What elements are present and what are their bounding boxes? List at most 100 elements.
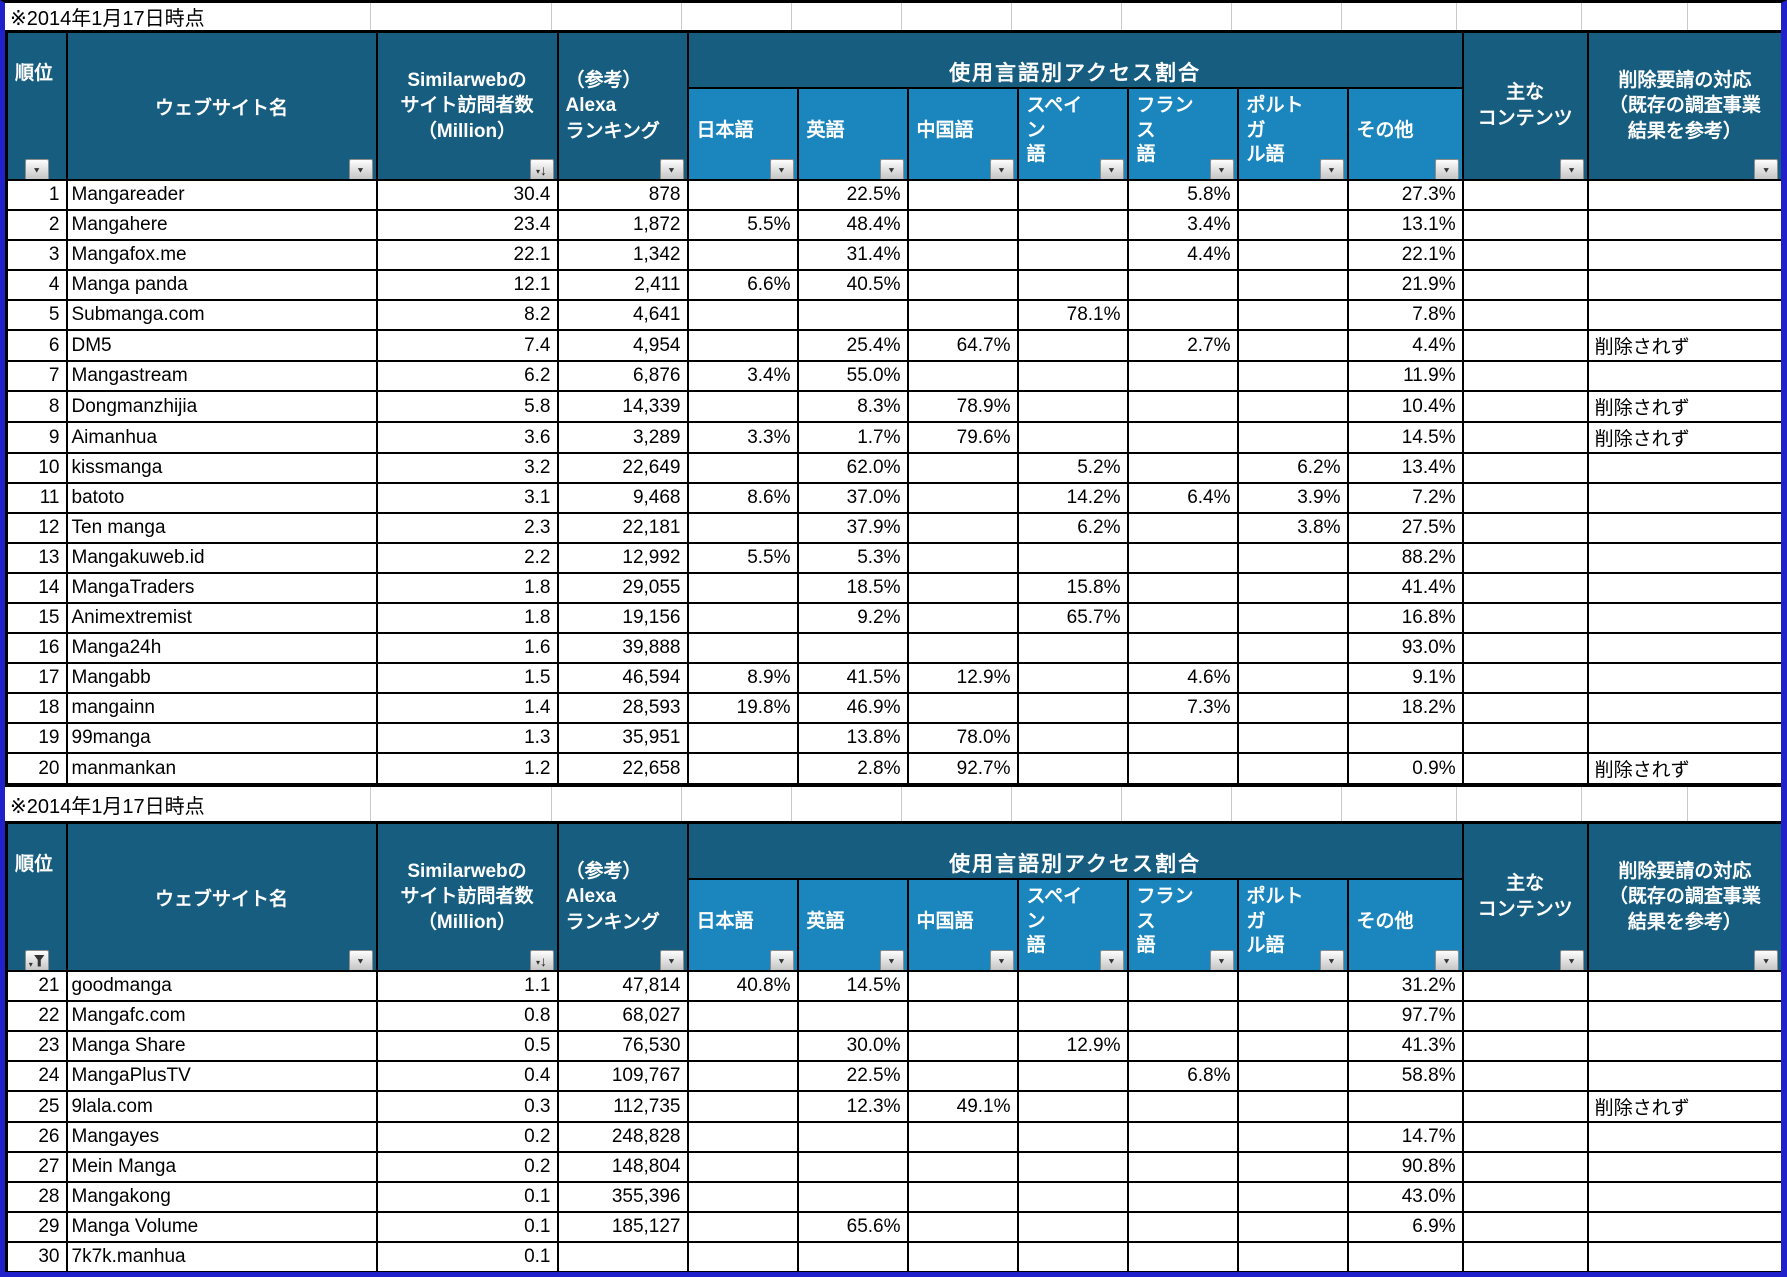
- other-pct-cell[interactable]: 93.0%: [1346, 632, 1464, 664]
- french-pct-cell[interactable]: [1126, 752, 1239, 786]
- main-content-cell[interactable]: [1461, 1211, 1589, 1243]
- japanese-pct-cell[interactable]: [686, 572, 799, 604]
- chinese-filter-button[interactable]: ▼: [989, 950, 1014, 969]
- french-pct-cell[interactable]: 6.8%: [1126, 1060, 1239, 1092]
- portuguese-pct-cell[interactable]: [1236, 542, 1349, 574]
- rank-cell[interactable]: 2: [5, 209, 68, 241]
- other-pct-cell[interactable]: [1346, 722, 1464, 754]
- rank-cell[interactable]: 30: [5, 1241, 68, 1272]
- rank-cell[interactable]: 12: [5, 512, 68, 544]
- portuguese-pct-cell[interactable]: [1236, 1121, 1349, 1153]
- portuguese-pct-cell[interactable]: [1236, 1000, 1349, 1032]
- japanese-pct-cell[interactable]: 8.9%: [686, 662, 799, 694]
- english-filter-button[interactable]: ▼: [879, 159, 904, 178]
- french-pct-cell[interactable]: [1126, 1241, 1239, 1272]
- english-pct-cell[interactable]: 55.0%: [796, 360, 909, 392]
- visitors-cell[interactable]: 0.1: [375, 1211, 559, 1243]
- website-name-cell[interactable]: Mangahere: [65, 209, 378, 241]
- alexa-rank-cell[interactable]: 28,593: [556, 692, 689, 724]
- rank-cell[interactable]: 10: [5, 452, 68, 484]
- french-pct-cell[interactable]: [1126, 632, 1239, 664]
- visitors-cell[interactable]: 3.6: [375, 421, 559, 454]
- japanese-pct-cell[interactable]: 8.6%: [686, 482, 799, 514]
- rank-filter-button[interactable]: ▼: [24, 159, 49, 179]
- rank-cell[interactable]: 26: [5, 1121, 68, 1153]
- japanese-pct-cell[interactable]: [686, 299, 799, 331]
- takedown-response-cell[interactable]: [1586, 1151, 1781, 1183]
- rank-cell[interactable]: 18: [5, 692, 68, 724]
- spanish-pct-cell[interactable]: 12.9%: [1016, 1030, 1129, 1062]
- rank-cell[interactable]: 25: [5, 1090, 68, 1123]
- french-pct-cell[interactable]: 4.4%: [1126, 239, 1239, 271]
- website-name-cell[interactable]: Mangastream: [65, 360, 378, 392]
- portuguese-filter-button[interactable]: ▼: [1319, 159, 1344, 178]
- main-content-cell[interactable]: [1461, 1181, 1589, 1213]
- spanish-pct-cell[interactable]: 14.2%: [1016, 482, 1129, 514]
- rank-cell[interactable]: 23: [5, 1030, 68, 1062]
- chinese-pct-cell[interactable]: 49.1%: [906, 1090, 1019, 1123]
- website-name-cell[interactable]: Mangareader: [65, 179, 378, 211]
- main-content-cell[interactable]: [1461, 269, 1589, 301]
- website-name-cell[interactable]: DM5: [65, 329, 378, 362]
- takedown-response-cell[interactable]: [1586, 1121, 1781, 1153]
- visitors-cell[interactable]: 8.2: [375, 299, 559, 331]
- visitors-cell[interactable]: 23.4: [375, 209, 559, 241]
- other-pct-cell[interactable]: [1346, 1241, 1464, 1272]
- spanish-pct-cell[interactable]: [1016, 269, 1129, 301]
- other-filter-button[interactable]: ▼: [1434, 950, 1459, 969]
- website-name-cell[interactable]: Manga24h: [65, 632, 378, 664]
- visitors-cell[interactable]: 30.4: [375, 179, 559, 211]
- japanese-pct-cell[interactable]: [686, 602, 799, 634]
- japanese-pct-cell[interactable]: [686, 1060, 799, 1092]
- spanish-pct-cell[interactable]: [1016, 662, 1129, 694]
- other-pct-cell[interactable]: 9.1%: [1346, 662, 1464, 694]
- chinese-pct-cell[interactable]: [906, 1181, 1019, 1213]
- visitors-cell[interactable]: 2.2: [375, 542, 559, 574]
- french-pct-cell[interactable]: [1126, 299, 1239, 331]
- takedown-response-cell[interactable]: [1586, 1181, 1781, 1213]
- portuguese-pct-cell[interactable]: [1236, 209, 1349, 241]
- website-name-cell[interactable]: MangaTraders: [65, 572, 378, 604]
- takedown-response-cell[interactable]: [1586, 632, 1781, 664]
- french-pct-cell[interactable]: 4.6%: [1126, 662, 1239, 694]
- content-filter-button[interactable]: ▼: [1559, 950, 1584, 970]
- english-pct-cell[interactable]: 22.5%: [796, 179, 909, 211]
- chinese-pct-cell[interactable]: [906, 269, 1019, 301]
- french-pct-cell[interactable]: [1126, 542, 1239, 574]
- main-content-cell[interactable]: [1461, 390, 1589, 423]
- chinese-pct-cell[interactable]: [906, 632, 1019, 664]
- takedown-response-cell[interactable]: [1586, 269, 1781, 301]
- portuguese-pct-cell[interactable]: [1236, 179, 1349, 211]
- takedown-response-cell[interactable]: [1586, 970, 1781, 1002]
- other-pct-cell[interactable]: 22.1%: [1346, 239, 1464, 271]
- japanese-filter-button[interactable]: ▼: [769, 950, 794, 969]
- french-pct-cell[interactable]: [1126, 1151, 1239, 1183]
- chinese-pct-cell[interactable]: [906, 1000, 1019, 1032]
- takedown-response-cell[interactable]: [1586, 1241, 1781, 1272]
- alexa-rank-cell[interactable]: 46,594: [556, 662, 689, 694]
- main-content-cell[interactable]: [1461, 602, 1589, 634]
- website-name-cell[interactable]: Mangakuweb.id: [65, 542, 378, 574]
- main-content-cell[interactable]: [1461, 692, 1589, 724]
- chinese-pct-cell[interactable]: [906, 239, 1019, 271]
- main-content-cell[interactable]: [1461, 421, 1589, 454]
- rank-cell[interactable]: 4: [5, 269, 68, 301]
- french-pct-cell[interactable]: 7.3%: [1126, 692, 1239, 724]
- english-pct-cell[interactable]: 25.4%: [796, 329, 909, 362]
- other-pct-cell[interactable]: 58.8%: [1346, 1060, 1464, 1092]
- takedown-response-cell[interactable]: [1586, 692, 1781, 724]
- takedown-filter-button[interactable]: ▼: [1754, 950, 1779, 970]
- japanese-pct-cell[interactable]: 5.5%: [686, 542, 799, 574]
- visitors-cell[interactable]: 0.2: [375, 1151, 559, 1183]
- alexa-rank-cell[interactable]: 68,027: [556, 1000, 689, 1032]
- spanish-pct-cell[interactable]: [1016, 1151, 1129, 1183]
- takedown-response-cell[interactable]: [1586, 209, 1781, 241]
- japanese-pct-cell[interactable]: [686, 179, 799, 211]
- portuguese-pct-cell[interactable]: [1236, 360, 1349, 392]
- spanish-pct-cell[interactable]: [1016, 542, 1129, 574]
- french-pct-cell[interactable]: [1126, 1030, 1239, 1062]
- other-filter-button[interactable]: ▼: [1434, 159, 1459, 178]
- visitors-cell[interactable]: 1.3: [375, 722, 559, 754]
- french-pct-cell[interactable]: 5.8%: [1126, 179, 1239, 211]
- website-name-cell[interactable]: Ten manga: [65, 512, 378, 544]
